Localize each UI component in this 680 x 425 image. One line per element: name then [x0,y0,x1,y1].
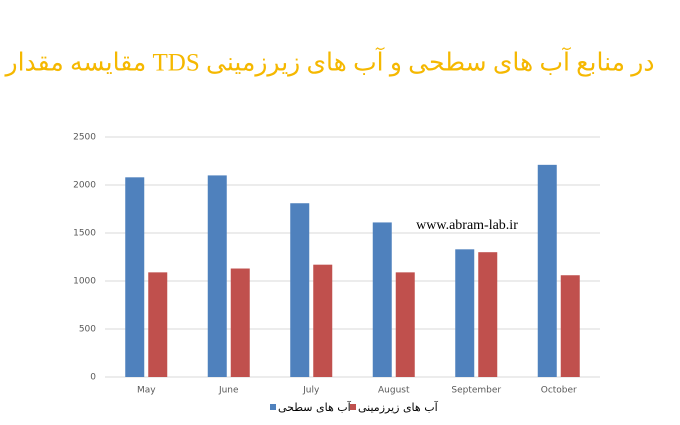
legend-label: آب های سطحی [278,400,352,414]
legend-swatch [270,404,276,410]
x-tick-label: October [541,386,577,396]
y-tick-label: 2000 [73,181,96,191]
x-tick-label: May [137,386,156,396]
bar [395,272,415,377]
annotation: www.abram-lab.ir [416,218,518,233]
bar [560,275,580,377]
x-tick-label: August [378,386,410,396]
x-tick-label: July [302,386,320,396]
y-tick-label: 1000 [73,277,96,287]
bar [290,203,310,377]
x-tick-label: June [218,386,239,396]
y-tick-label: 1500 [73,229,96,239]
bar [537,164,557,377]
y-tick-label: 2500 [73,133,96,143]
x-tick-label: September [451,386,501,396]
legend-label: آب های زیرزمینی [358,400,439,414]
y-tick-label: 500 [79,325,96,335]
bar [125,177,145,377]
bar [313,264,333,377]
bar [230,268,250,377]
bar [478,252,498,377]
y-tick-label: 0 [90,373,96,383]
bar [455,249,475,377]
bar [148,272,168,377]
legend-swatch [350,404,356,410]
bar [207,175,227,377]
bar [372,222,392,377]
chart-title: مقایسه مقدار TDS در منابع آب های سطحی و … [4,47,655,78]
